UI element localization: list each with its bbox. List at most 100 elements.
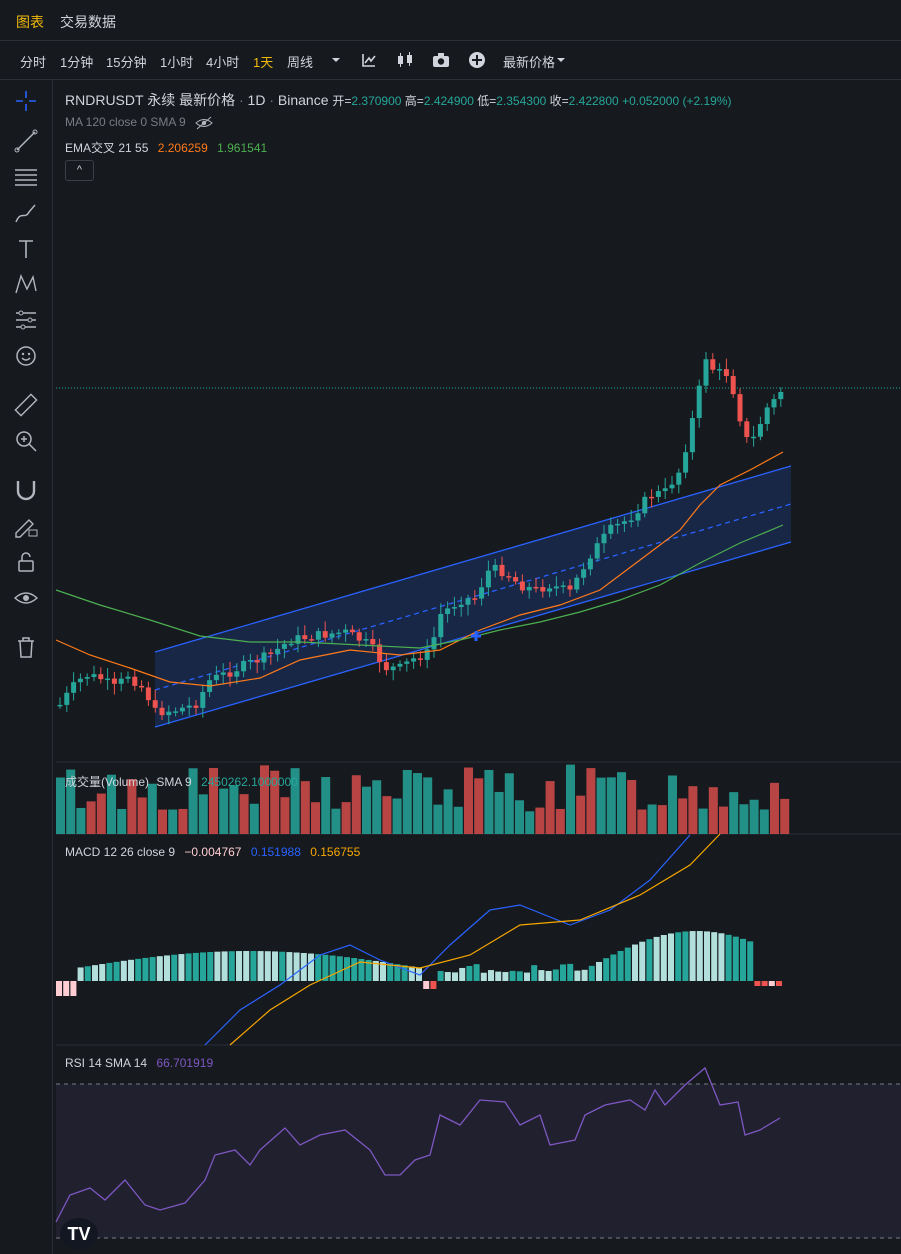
macd-hist-bar (444, 972, 451, 981)
macd-hist-bar (185, 953, 192, 981)
ema-legend[interactable]: EMA交叉 21 55 2.206259 1.961541 (65, 139, 267, 156)
symbol-name[interactable]: RNDRUSDT 永续 最新价格 (65, 92, 236, 108)
candle-body (281, 643, 287, 649)
eye-hidden-icon[interactable] (195, 116, 213, 130)
candle-body (696, 385, 702, 419)
macd-hist-bar (653, 936, 660, 981)
text-icon[interactable] (13, 236, 39, 262)
macd-legend[interactable]: MACD 12 26 close 9 −0.004767 0.151988 0.… (65, 845, 360, 859)
brush-icon[interactable] (13, 200, 39, 226)
candle-body (465, 598, 471, 605)
volume-bar (239, 794, 249, 834)
macd-hist-bar (632, 944, 638, 981)
volume-bar (464, 767, 473, 834)
unlock-icon[interactable] (13, 549, 39, 575)
candle-body (635, 513, 641, 521)
volume-bar (219, 788, 229, 834)
add-icon[interactable] (468, 51, 486, 69)
macd-hist-bar (372, 960, 379, 981)
candle-body (533, 586, 539, 589)
zoom-icon[interactable] (13, 428, 39, 454)
prediction-icon[interactable] (13, 307, 39, 333)
chevron-down-icon[interactable] (330, 54, 342, 66)
tf-4h[interactable]: 4小时 (206, 55, 240, 70)
emoji-icon[interactable] (13, 343, 39, 369)
tab-chart[interactable]: 图表 (16, 14, 44, 30)
pattern-icon[interactable] (13, 271, 39, 297)
tf-1d[interactable]: 1天 (253, 55, 274, 70)
channel-mid-line (154, 503, 792, 691)
eye-icon[interactable] (13, 585, 39, 611)
candle-body (662, 488, 668, 492)
volume-bar (127, 779, 137, 834)
macd-hist-bar (473, 964, 480, 981)
macd-hist-bar (552, 969, 559, 981)
macd-hist-bar (221, 951, 228, 981)
volume-bar (474, 778, 484, 834)
trash-icon[interactable] (13, 634, 39, 660)
candle-body (404, 661, 410, 664)
tf-week[interactable]: 周线 (287, 55, 314, 70)
candle-body (105, 678, 111, 681)
tab-trade-data[interactable]: 交易数据 (60, 14, 116, 30)
candle-body (676, 472, 682, 485)
macd-hist-bar (660, 935, 667, 981)
candle-body (363, 639, 369, 641)
macd-hist-bar (696, 931, 703, 981)
macd-hist-bar (466, 965, 473, 981)
volume-bar (270, 770, 280, 834)
volume-bar (300, 781, 310, 834)
indicators-icon[interactable] (361, 52, 377, 68)
volume-bar (729, 792, 739, 834)
tf-1m[interactable]: 1分钟 (60, 55, 94, 70)
macd-hist-bar (617, 950, 624, 981)
candle-body (669, 484, 675, 489)
volume-bar (688, 786, 698, 834)
candle-body (77, 678, 83, 683)
symbol-interval: 1D (247, 92, 266, 108)
candle-body (655, 491, 661, 497)
high-value: 2.424900 (423, 94, 474, 108)
ruler-icon[interactable] (13, 392, 39, 418)
candle-type-icon[interactable] (396, 51, 414, 69)
macd-hist-bar (624, 947, 631, 981)
volume-bar (484, 769, 494, 834)
rsi-legend[interactable]: RSI 14 SMA 14 66.701919 (65, 1056, 213, 1070)
volume-bar (158, 809, 167, 834)
candle-body (445, 608, 451, 614)
ma-legend[interactable]: MA 120 close 0 SMA 9 (65, 115, 213, 130)
candle-body (200, 691, 206, 708)
candle-body (139, 685, 145, 688)
candle-body (492, 564, 498, 571)
tf-1h[interactable]: 1小时 (160, 55, 194, 70)
price-type-select[interactable]: 最新价格 (503, 55, 556, 70)
candle-body (336, 632, 342, 635)
macd-hist-bar (502, 972, 509, 981)
trendline-icon[interactable] (13, 128, 39, 154)
macd-hist-bar (711, 932, 718, 981)
macd-hist-bar (171, 954, 178, 981)
magnet-icon[interactable] (13, 477, 39, 503)
collapse-legend-button[interactable]: ^ (65, 160, 94, 181)
macd-value: 0.151988 (250, 845, 301, 859)
candle-body (370, 639, 376, 645)
lock-draw-icon[interactable] (13, 513, 39, 539)
fib-icon[interactable] (13, 164, 39, 190)
crosshair-icon[interactable] (13, 88, 39, 114)
tf-timeline[interactable]: 分时 (20, 55, 47, 70)
macd-hist-bar (567, 963, 574, 981)
tf-15m[interactable]: 15分钟 (106, 55, 147, 70)
volume-bar (341, 802, 351, 834)
chevron-down-icon[interactable] (555, 54, 567, 66)
volume-legend[interactable]: 成交量(Volume) SMA 9 2450262.1000000 (65, 773, 298, 790)
candle-body (751, 436, 757, 439)
camera-icon[interactable] (432, 52, 450, 68)
candle-body (683, 452, 689, 473)
macd-hist-bar (603, 958, 610, 981)
tradingview-logo[interactable]: TV (60, 1218, 98, 1250)
macd-hist-bar (423, 981, 430, 989)
volume-bar (566, 764, 575, 834)
rsi-label: RSI 14 SMA 14 (65, 1056, 148, 1070)
candle-body (349, 629, 355, 633)
